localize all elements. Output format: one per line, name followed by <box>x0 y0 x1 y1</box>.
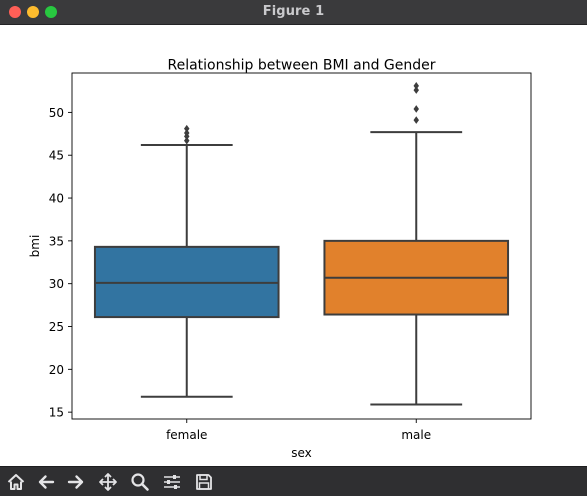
navigation-toolbar <box>0 466 587 496</box>
arrow-left-icon <box>38 475 55 489</box>
chart-title: Relationship between BMI and Gender <box>167 58 435 74</box>
y-axis-label: bmi <box>28 235 42 258</box>
minimize-window-button[interactable] <box>27 6 39 18</box>
box-group-male <box>323 82 510 406</box>
title-bar[interactable]: Figure 1 <box>0 0 587 25</box>
y-tick-label: 40 <box>49 192 64 206</box>
configure-subplots-button[interactable] <box>160 471 184 493</box>
outlier-point <box>184 129 190 137</box>
outlier-point <box>413 116 419 124</box>
save-button[interactable] <box>192 471 216 493</box>
boxplot-chart: 15 20 25 30 35 40 45 50 female male Relationship… <box>28 58 532 460</box>
forward-button[interactable] <box>64 471 88 493</box>
magnifier-icon <box>131 473 149 491</box>
outlier-point <box>184 136 190 145</box>
outlier-point <box>413 105 419 113</box>
move-icon <box>99 473 117 491</box>
y-tick-label: 50 <box>49 106 64 120</box>
floppy-disk-icon <box>196 474 212 490</box>
x-tick-label: male <box>401 428 431 442</box>
home-button[interactable] <box>4 471 28 493</box>
close-window-button[interactable] <box>9 6 21 18</box>
outlier-point <box>413 82 419 90</box>
y-tick-label: 15 <box>49 406 64 420</box>
zoom-button[interactable] <box>128 471 152 493</box>
y-tick-label: 35 <box>49 234 64 248</box>
y-tick-label: 20 <box>49 363 64 377</box>
figure-canvas[interactable]: 15 20 25 30 35 40 45 50 female male Relationship… <box>0 25 587 466</box>
y-tick-label: 30 <box>49 277 64 291</box>
back-button[interactable] <box>34 471 58 493</box>
box-group-female <box>93 124 280 398</box>
x-tick-label: female <box>166 428 207 442</box>
arrow-right-icon <box>67 475 84 489</box>
x-axis-label: sex <box>291 446 312 460</box>
y-tick-label: 25 <box>49 320 64 334</box>
pan-button[interactable] <box>96 471 120 493</box>
outlier-point <box>413 86 419 94</box>
sliders-icon <box>164 475 180 489</box>
home-icon <box>7 474 25 490</box>
zoom-window-button[interactable] <box>45 6 57 18</box>
y-tick-label: 45 <box>49 149 64 163</box>
outlier-point <box>184 124 190 133</box>
window-title: Figure 1 <box>262 4 325 19</box>
axes-frame <box>71 72 532 420</box>
